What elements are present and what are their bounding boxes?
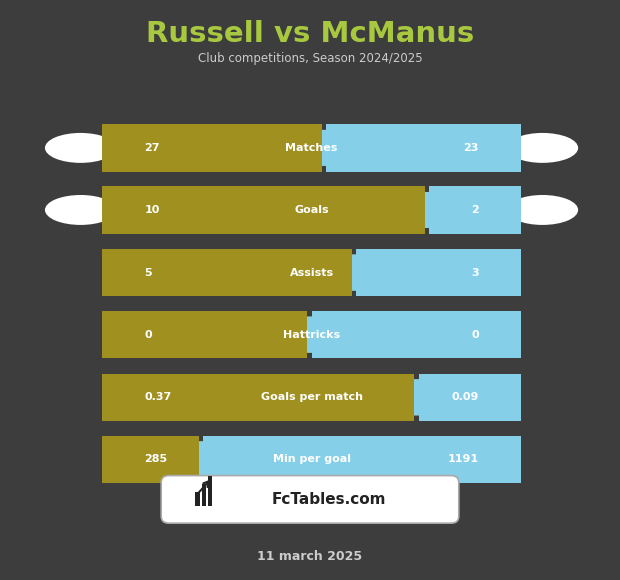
FancyBboxPatch shape [133, 130, 490, 166]
Text: 2: 2 [471, 205, 479, 215]
FancyBboxPatch shape [133, 379, 490, 415]
Bar [195, 492, 200, 506]
Text: Matches: Matches [285, 143, 338, 153]
FancyBboxPatch shape [133, 317, 490, 353]
Text: Club competitions, Season 2024/2025: Club competitions, Season 2024/2025 [198, 52, 422, 65]
Bar [312, 311, 521, 358]
Text: 285: 285 [144, 454, 167, 465]
Ellipse shape [45, 195, 117, 225]
Text: Goals: Goals [294, 205, 329, 215]
Text: 0.09: 0.09 [451, 392, 479, 403]
Text: 3: 3 [471, 267, 479, 278]
Bar [208, 476, 212, 506]
FancyBboxPatch shape [133, 130, 490, 166]
Bar [356, 249, 521, 296]
FancyBboxPatch shape [133, 441, 490, 477]
Bar [102, 186, 425, 234]
FancyBboxPatch shape [133, 317, 490, 353]
Ellipse shape [507, 133, 578, 163]
FancyBboxPatch shape [133, 130, 490, 166]
Bar [326, 124, 521, 172]
FancyBboxPatch shape [133, 192, 490, 228]
FancyBboxPatch shape [133, 379, 490, 415]
Bar [102, 311, 308, 358]
Text: Assists: Assists [290, 267, 334, 278]
Bar [202, 484, 206, 506]
Bar [418, 374, 521, 421]
Ellipse shape [507, 195, 578, 225]
Text: 10: 10 [144, 205, 160, 215]
Text: 1191: 1191 [448, 454, 479, 465]
Text: 0: 0 [471, 329, 479, 340]
FancyBboxPatch shape [133, 441, 490, 477]
FancyBboxPatch shape [133, 379, 490, 415]
FancyBboxPatch shape [133, 255, 490, 291]
Bar [203, 436, 521, 483]
Ellipse shape [45, 133, 117, 163]
FancyBboxPatch shape [133, 255, 490, 291]
Text: Hattricks: Hattricks [283, 329, 340, 340]
Bar [102, 249, 352, 296]
Bar [102, 436, 199, 483]
Text: 0: 0 [144, 329, 152, 340]
Text: 0.37: 0.37 [144, 392, 172, 403]
Text: 23: 23 [463, 143, 479, 153]
FancyBboxPatch shape [161, 476, 459, 523]
Text: 11 march 2025: 11 march 2025 [257, 550, 363, 563]
Text: 5: 5 [144, 267, 152, 278]
Bar [429, 186, 521, 234]
Bar [102, 374, 414, 421]
Text: Russell vs McManus: Russell vs McManus [146, 20, 474, 48]
Text: 27: 27 [144, 143, 160, 153]
FancyBboxPatch shape [133, 255, 490, 291]
Bar [102, 124, 322, 172]
FancyBboxPatch shape [133, 441, 490, 477]
FancyBboxPatch shape [133, 317, 490, 353]
Text: Goals per match: Goals per match [260, 392, 363, 403]
FancyBboxPatch shape [133, 192, 490, 228]
FancyBboxPatch shape [133, 192, 490, 228]
Text: FcTables.com: FcTables.com [272, 492, 386, 507]
Text: Min per goal: Min per goal [273, 454, 350, 465]
